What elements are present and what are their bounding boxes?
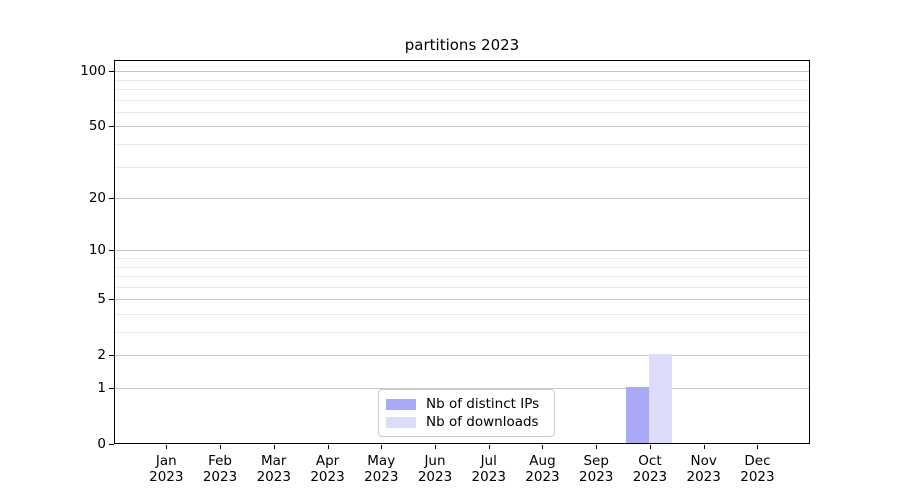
major-gridline-2 [115,355,809,357]
minor-gridline-60 [115,111,809,113]
y-tick-mark-50 [109,126,114,128]
minor-gridline-90 [115,79,809,81]
major-gridline-1 [115,388,809,389]
x-tick-mark-dec [757,445,759,449]
chart-title: partitions 2023 [404,36,520,54]
legend-label-downloads: Nb of downloads [426,414,539,430]
major-gridline-20 [115,198,809,200]
minor-gridline-3 [115,332,809,334]
x-tick-mark-jan [166,445,168,449]
y-tick-label-100: 100 [80,63,106,80]
x-tick-mark-aug [542,445,544,449]
x-tick-label-apr: Apr 2023 [310,453,345,485]
y-tick-mark-2 [109,355,114,357]
y-tick-label-50: 50 [88,118,106,135]
x-tick-label-oct: Oct 2023 [632,453,668,485]
y-tick-label-10: 10 [88,242,106,259]
x-tick-mark-sep [596,445,598,449]
x-tick-label-jan: Jan 2023 [149,453,184,485]
major-gridline-5 [115,299,809,301]
y-tick-mark-1 [109,388,114,389]
y-tick-mark-100 [109,71,114,73]
minor-gridline-30 [115,166,809,168]
minor-gridline-80 [115,89,809,91]
x-tick-label-may: May 2023 [364,453,399,485]
y-tick-mark-0 [109,444,114,445]
legend-swatch-distinct-ips [386,398,416,410]
minor-gridline-8 [115,266,809,268]
legend-label-distinct-ips: Nb of distinct IPs [426,396,540,412]
x-tick-mark-mar [273,445,275,449]
x-tick-mark-jul [488,445,490,449]
y-tick-label-20: 20 [88,190,106,207]
x-tick-mark-apr [327,445,329,449]
x-tick-mark-nov [703,445,705,449]
x-tick-label-feb: Feb 2023 [202,453,238,485]
x-tick-label-mar: Mar 2023 [256,453,291,485]
x-tick-mark-feb [220,445,222,449]
x-tick-mark-may [381,445,383,449]
minor-gridline-40 [115,144,809,146]
y-tick-label-2: 2 [97,347,106,364]
x-tick-label-dec: Dec 2023 [740,453,775,485]
minor-gridline-4 [115,313,809,315]
legend-item-distinct-ips: Nb of distinct IPs [379,395,554,413]
y-tick-mark-5 [109,299,114,301]
x-tick-label-sep: Sep 2023 [579,453,614,485]
legend: Nb of distinct IPs Nb of downloads [378,389,555,437]
x-tick-label-aug: Aug 2023 [525,453,560,485]
minor-gridline-9 [115,258,809,259]
y-tick-mark-20 [109,198,114,200]
major-gridline-50 [115,126,809,128]
minor-gridline-70 [115,99,809,101]
y-tick-label-0: 0 [97,436,106,452]
minor-gridline-7 [115,276,809,278]
y-tick-mark-10 [109,250,114,252]
minor-gridline-6 [115,286,809,288]
legend-swatch-downloads [386,416,416,428]
plot-area [114,60,810,444]
bar-oct-downloads [649,354,673,443]
major-gridline-100 [115,71,809,73]
y-tick-label-1: 1 [97,380,106,396]
x-tick-label-jun: Jun 2023 [417,453,453,485]
x-tick-label-nov: Nov 2023 [686,453,721,485]
legend-item-downloads: Nb of downloads [379,413,554,431]
x-tick-mark-oct [649,445,651,449]
x-tick-label-jul: Jul 2023 [471,453,506,485]
y-tick-label-5: 5 [97,291,106,308]
major-gridline-10 [115,250,809,252]
x-tick-mark-jun [435,445,436,449]
bar-oct-distinct-ips [626,387,650,443]
